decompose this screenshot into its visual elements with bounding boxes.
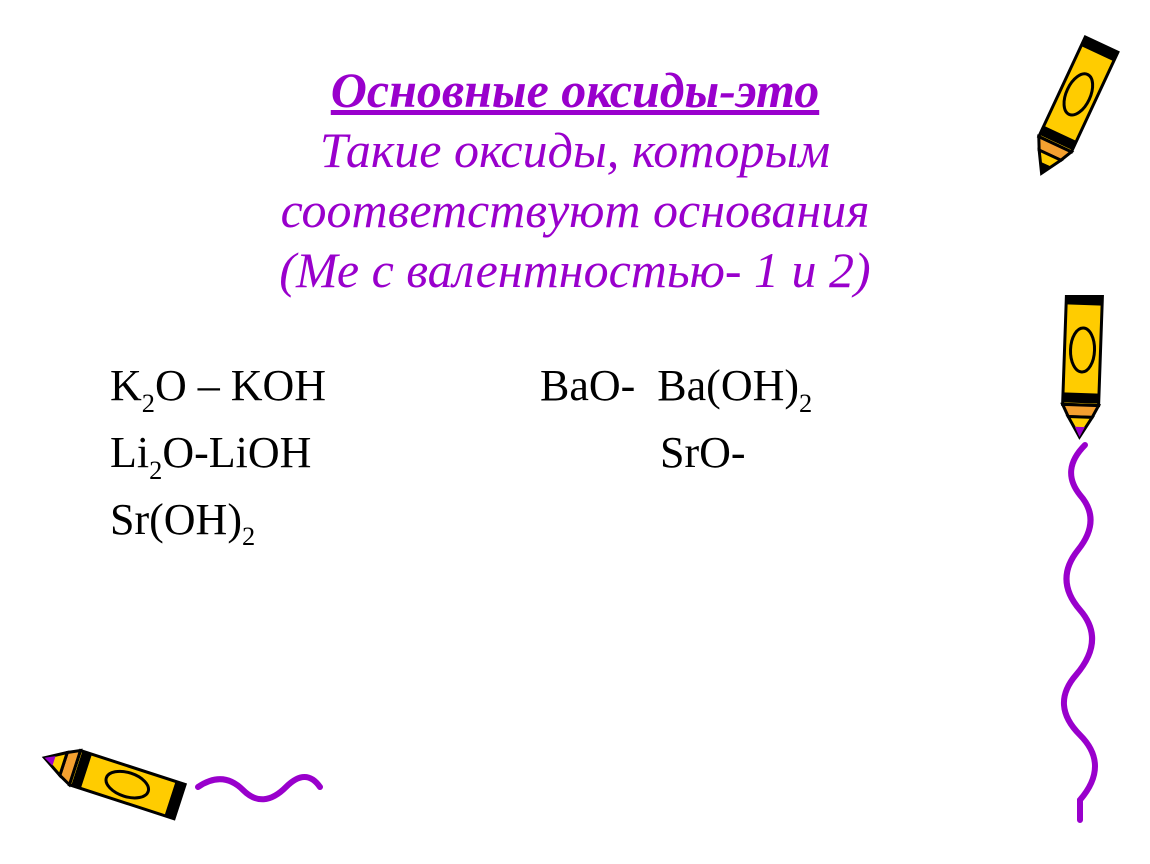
title-line-3: соответствуют основания bbox=[90, 180, 1060, 240]
formula-li2o: Li2O-LiOH bbox=[110, 427, 540, 484]
crayon-icon-bottom-left bbox=[28, 715, 328, 850]
title-line-2: Такие оксиды, которым bbox=[90, 120, 1060, 180]
formula-k2o: K2O – KOH bbox=[110, 360, 540, 417]
slide-container: Основные оксиды-это Такие оксиды, которы… bbox=[0, 0, 1150, 864]
title-line-4: (Ме с валентностью- 1 и 2) bbox=[90, 240, 1060, 300]
formula-row-1: K2O – KOH BaO- Ba(OH)2 bbox=[110, 360, 1060, 417]
formula-sroh2: Sr(OH)2 bbox=[110, 494, 540, 551]
formula-row-2: Li2O-LiOH SrO- bbox=[110, 427, 1060, 484]
formula-row-3: Sr(OH)2 bbox=[110, 494, 1060, 551]
formula-bao: BaO- Ba(OH)2 bbox=[540, 360, 812, 417]
crayon-icon-right bbox=[1030, 295, 1130, 840]
formula-sro: SrO- bbox=[540, 427, 746, 484]
crayon-icon-top-right bbox=[1012, 18, 1132, 203]
title-block: Основные оксиды-это Такие оксиды, которы… bbox=[90, 60, 1060, 300]
formula-content: K2O – KOH BaO- Ba(OH)2 Li2O-LiOH SrO- Sr… bbox=[90, 360, 1060, 550]
title-line-1: Основные оксиды-это bbox=[90, 60, 1060, 120]
